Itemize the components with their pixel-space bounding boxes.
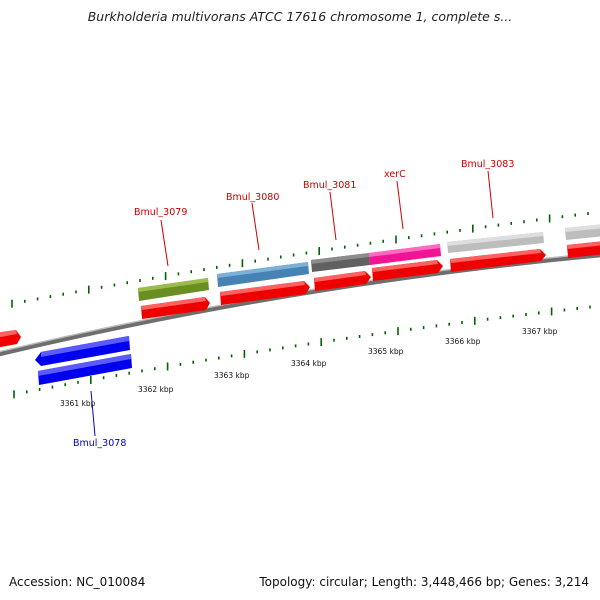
- label-leaders: [90, 170, 494, 437]
- scale-label-3361: 3361 kbp: [60, 399, 96, 408]
- scale-label-3364: 3364 kbp: [291, 359, 327, 368]
- map-title: Burkholderia multivorans ATCC 17616 chro…: [87, 9, 513, 24]
- gene-label-bmul-3080[interactable]: Bmul_3080: [226, 192, 279, 203]
- gene-label-bmul-3081[interactable]: Bmul_3081: [303, 180, 356, 191]
- accession-text: Accession: NC_010084: [9, 575, 146, 589]
- gene-label-xerc[interactable]: xerC: [384, 169, 406, 180]
- gene-bar-bmul-3081[interactable]: [311, 253, 370, 272]
- gene-bar-right-edge[interactable]: [565, 224, 600, 240]
- scale-label-3365: 3365 kbp: [368, 347, 404, 356]
- gene-label-bmul-3083[interactable]: Bmul_3083: [461, 159, 514, 170]
- cds-arrow-xerc[interactable]: [372, 260, 443, 281]
- outer-tick-track: [11, 212, 589, 308]
- cds-arrow-bmul-3079[interactable]: [141, 297, 210, 319]
- cds-arrow-right-edge[interactable]: [567, 241, 600, 258]
- cds-arrow-left-edge[interactable]: [0, 330, 21, 348]
- scale-label-3362: 3362 kbp: [138, 385, 174, 394]
- genome-summary-text: Topology: circular; Length: 3,448,466 bp…: [259, 575, 589, 589]
- gene-bar-bmul-3083[interactable]: [447, 232, 544, 253]
- gene-bar-xerc[interactable]: [369, 244, 441, 265]
- cds-arrow-bmul-3081[interactable]: [314, 271, 371, 291]
- scale-label-3363: 3363 kbp: [214, 371, 250, 380]
- cds-arrow-bmul-3083[interactable]: [450, 249, 546, 272]
- gene-bar-bmul-3080[interactable]: [217, 262, 309, 287]
- gene-label-bmul-3078[interactable]: Bmul_3078: [73, 438, 126, 449]
- gene-bar-bmul-3079[interactable]: [138, 278, 209, 301]
- gene-bar-bmul-3078[interactable]: [35, 336, 132, 385]
- scale-label-3366: 3366 kbp: [445, 337, 481, 346]
- cds-arrow-bmul-3080[interactable]: [220, 281, 310, 305]
- gene-label-bmul-3079[interactable]: Bmul_3079: [134, 207, 187, 218]
- inner-tick-track: [13, 305, 591, 399]
- scale-label-3367: 3367 kbp: [522, 327, 558, 336]
